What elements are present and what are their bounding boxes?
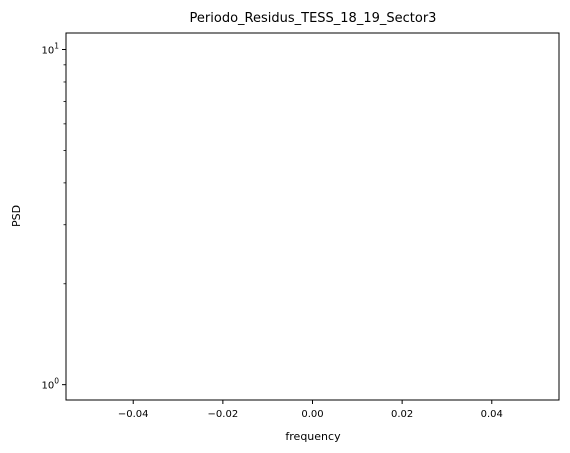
y-tick-label: 100 <box>41 377 59 392</box>
chart-title: Periodo_Residus_TESS_18_19_Sector3 <box>190 11 437 26</box>
y-axis-label: PSD <box>10 205 23 227</box>
x-tick-label: −0.04 <box>118 409 149 420</box>
x-tick-label: 0.00 <box>301 409 323 420</box>
x-axis-label: frequency <box>285 430 341 443</box>
y-tick-label: 101 <box>41 41 59 56</box>
y-tick-label-exponent: 1 <box>54 41 59 50</box>
x-tick-label: 0.04 <box>481 409 503 420</box>
x-tick-label: −0.02 <box>208 409 239 420</box>
y-tick-label-exponent: 0 <box>54 377 59 386</box>
y-tick-label-base: 10 <box>41 381 54 392</box>
y-tick-label-base: 10 <box>41 45 54 56</box>
plot-area-frame <box>65 32 560 401</box>
x-axis-ticks: −0.04 −0.02 0.00 0.02 0.04 <box>118 400 503 420</box>
x-tick-label: 0.02 <box>391 409 413 420</box>
